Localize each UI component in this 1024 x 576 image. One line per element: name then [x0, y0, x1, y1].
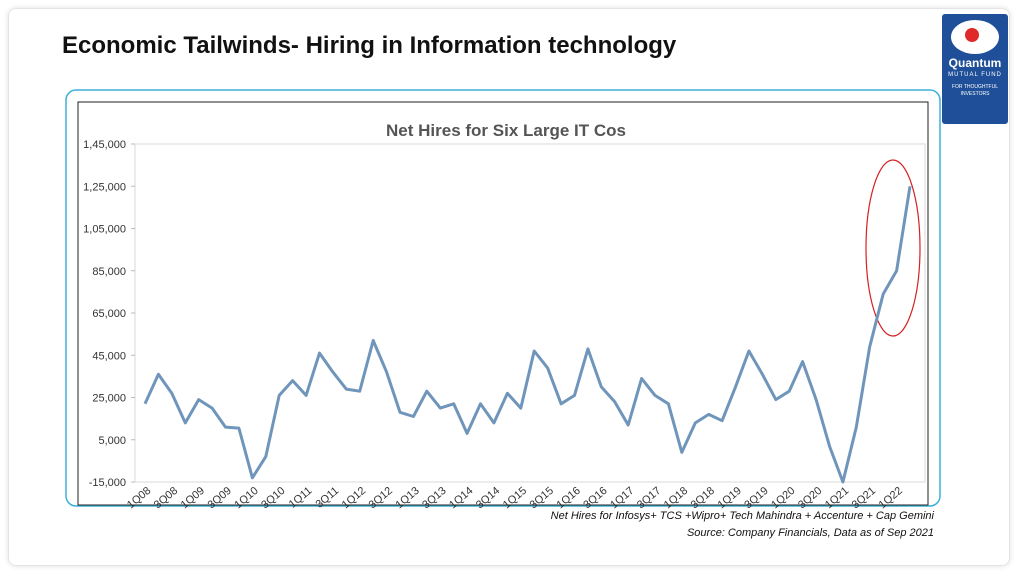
- footnote: Net Hires for Infosys+ TCS +Wipro+ Tech …: [550, 510, 934, 522]
- logo-subtitle: MUTUAL FUND: [948, 72, 1002, 78]
- y-tick-label: 25,000: [92, 393, 126, 405]
- logo-name: Quantum: [948, 56, 1002, 70]
- y-tick-label: 1,05,000: [83, 224, 126, 236]
- y-tick-label: -15,000: [89, 477, 126, 489]
- chart-title: Net Hires for Six Large IT Cos: [386, 121, 626, 140]
- chart-box: [77, 101, 929, 506]
- chart-outer-frame: [65, 89, 941, 507]
- highlight-ellipse: [865, 159, 921, 337]
- logo-tagline: FOR THOUGHTFUL INVESTORS: [951, 84, 999, 97]
- y-tick-label: 45,000: [92, 350, 126, 362]
- y-tick-label: 5,000: [98, 435, 126, 447]
- y-tick-label: 85,000: [92, 266, 126, 278]
- data-line: [143, 186, 912, 484]
- slide-frame: [8, 8, 1010, 566]
- logo-icon: [951, 20, 999, 54]
- y-tick-label: 1,25,000: [83, 181, 126, 193]
- footnote: Source: Company Financials, Data as of S…: [686, 527, 934, 539]
- y-tick-label: 65,000: [92, 308, 126, 320]
- slide-title: Economic Tailwinds- Hiring in Informatio…: [62, 32, 677, 59]
- logo: Quantum MUTUAL FUND FOR THOUGHTFUL INVES…: [942, 14, 1008, 124]
- y-tick-label: 1,45,000: [83, 139, 126, 151]
